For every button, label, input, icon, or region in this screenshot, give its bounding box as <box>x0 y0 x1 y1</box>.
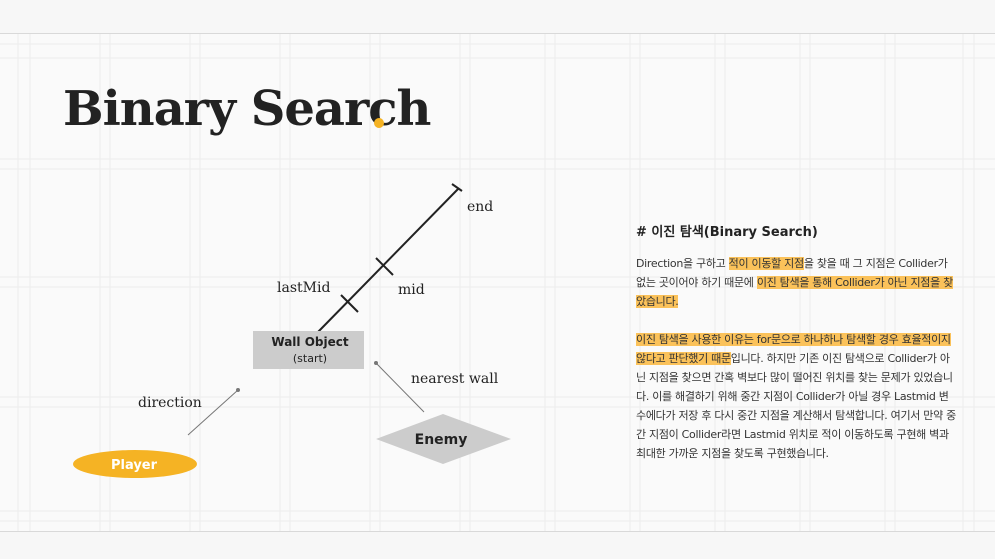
panel-heading: # 이진 탐색(Binary Search) <box>636 225 818 240</box>
mid-tick <box>375 257 394 276</box>
nearest-wall-label: nearest wall <box>411 371 499 387</box>
slide-title: Binary Search <box>63 81 431 137</box>
slide-grid <box>0 34 995 531</box>
direction-connector <box>187 389 239 436</box>
paragraph-2-text: 입니다. 하지만 기존 이진 탐색으로 Collider가 아닌 지점을 찾으면… <box>636 352 956 460</box>
end-cap <box>451 183 463 192</box>
paragraph-1-text: 을 찾을 때 그 지점은 Collider가 없는 곳이어야 하기 때문에 <box>636 257 948 289</box>
mid-label: mid <box>398 282 425 298</box>
nearest-wall-connector-end <box>374 361 378 365</box>
nearest-wall-connector <box>375 362 425 413</box>
direction-connector-end <box>236 388 240 392</box>
title-accent-dot <box>374 118 384 128</box>
lastmid-tick <box>340 294 359 313</box>
player-label: Player <box>111 458 158 473</box>
paragraph-1: Direction을 구하고 적이 이동할 지점을 찾을 때 그 지점은 Col… <box>636 254 956 311</box>
explanation-panel: # 이진 탐색(Binary Search) Direction을 구하고 적이… <box>636 224 956 463</box>
wall-object-node <box>253 331 364 369</box>
enemy-label: Enemy <box>415 432 468 448</box>
wall-object-subtitle: (start) <box>293 352 327 365</box>
search-line <box>317 187 460 333</box>
paragraph-2: 이진 탐색을 사용한 이유는 for문으로 하나하나 탐색할 경우 효율적이지 … <box>636 330 956 463</box>
direction-label: direction <box>138 395 202 411</box>
lastmid-label: lastMid <box>277 280 330 296</box>
paragraph-1-text: Direction을 구하고 <box>636 257 729 270</box>
enemy-node <box>376 414 511 464</box>
end-label: end <box>467 199 493 215</box>
wall-object-title: Wall Object <box>271 335 348 349</box>
player-node <box>73 450 197 478</box>
paragraph-1-highlight: 적이 이동할 지점 <box>728 257 804 270</box>
